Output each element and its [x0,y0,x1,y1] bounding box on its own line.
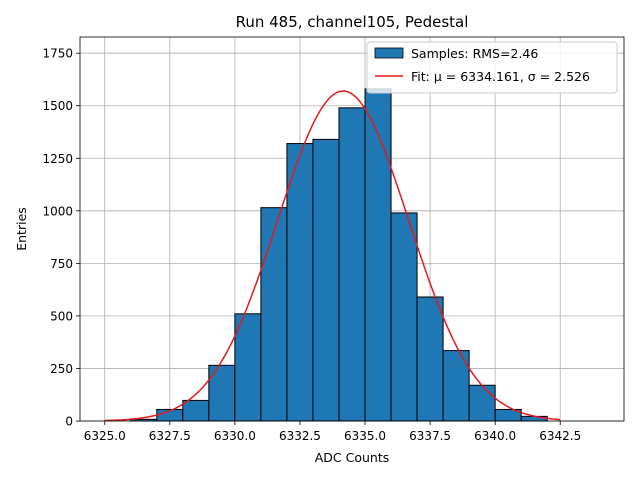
x-tick-label-7: 6342.5 [539,429,581,443]
histogram-bar-5 [234,313,262,422]
y-tick-label-2: 500 [50,309,73,323]
y-tick-label-6: 1500 [42,99,73,113]
histogram-bar-3 [182,399,210,422]
histogram-bar-9 [338,107,366,422]
x-tick-label-5: 6337.5 [409,429,451,443]
x-tick-label-3: 6332.5 [279,429,321,443]
x-axis-ticks: 6325.0 6327.5 6330.0 6332.5 6335.0 6337.5 6340… [84,421,581,443]
histogram-bar-7 [286,143,314,422]
legend-fit-label: Fit: μ = 6334.161, σ = 2.526 [411,69,590,84]
plot-frame [79,36,625,422]
histogram-bars [130,88,548,422]
y-tick-label-3: 750 [50,257,73,271]
legend-histogram-label: Samples: RMS=2.46 [411,46,538,61]
fit-curve [104,90,561,422]
y-tick-label-0: 0 [65,415,73,429]
x-tick-label-2: 6330.0 [214,429,256,443]
histogram-bar-14 [468,384,496,422]
histogram-bar-11 [390,212,418,422]
x-axis-label: ADC Counts [315,450,390,465]
y-tick-label-4: 1000 [42,204,73,218]
x-tick-label-1: 6327.5 [149,429,191,443]
x-tick-label-4: 6335.0 [344,429,386,443]
y-tick-label-1: 250 [50,362,73,376]
legend-histogram-swatch [374,47,404,59]
legend-box [366,41,618,94]
y-axis-label: Entries [14,207,29,251]
histogram-bar-6 [260,207,288,422]
chart-title: Run 485, channel105, Pedestal [236,13,469,31]
histogram-bar-12 [416,296,444,422]
histogram-bar-10 [364,88,392,422]
legend: Samples: RMS=2.46 Fit: μ = 6334.161, σ =… [366,41,618,94]
y-tick-label-7: 1750 [42,47,73,61]
x-tick-label-6: 6340.0 [474,429,516,443]
y-axis-ticks: 0 250 500 750 1000 1250 1500 1750 [42,47,80,429]
histogram-bar-8 [312,138,340,422]
y-tick-label-5: 1250 [42,152,73,166]
x-tick-label-0: 6325.0 [84,429,126,443]
